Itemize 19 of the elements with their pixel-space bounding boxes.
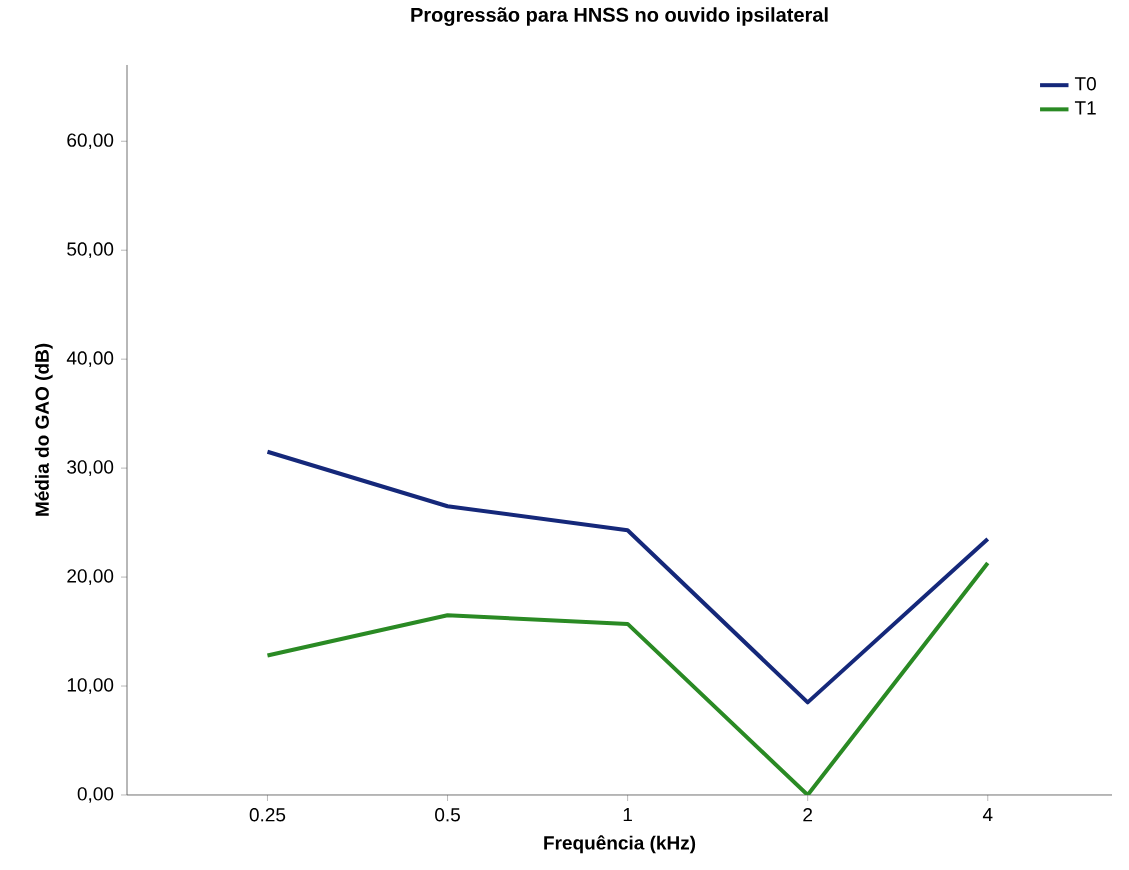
- y-tick-label: 10,00: [67, 678, 114, 694]
- legend-label: T0: [1074, 77, 1096, 91]
- y-tick-label: 30,00: [67, 460, 114, 476]
- y-tick-label: 50,00: [67, 242, 114, 259]
- x-tick-label: 0.25: [249, 808, 286, 822]
- x-axis-title: Frequência (kHz): [544, 835, 696, 854]
- y-tick-label: 0,00: [77, 787, 114, 803]
- y-tick-label: 40,00: [66, 351, 114, 368]
- x-tick-label: 0.5: [435, 808, 460, 822]
- y-tick-label: 60,00: [67, 133, 114, 150]
- chart-title: Progressão para HNSS no ouvido ipsilateral: [411, 7, 828, 26]
- line-series: [265, 560, 990, 795]
- x-tick-label: 2: [803, 808, 813, 822]
- x-tick-label: 1: [623, 808, 632, 822]
- y-tick-label: 20,00: [67, 569, 114, 585]
- x-tick-label: 4: [982, 808, 993, 822]
- y-axis-title: Média do GAO (dB): [34, 343, 53, 516]
- legend-label: T1: [1074, 101, 1096, 115]
- line-series: [265, 449, 990, 705]
